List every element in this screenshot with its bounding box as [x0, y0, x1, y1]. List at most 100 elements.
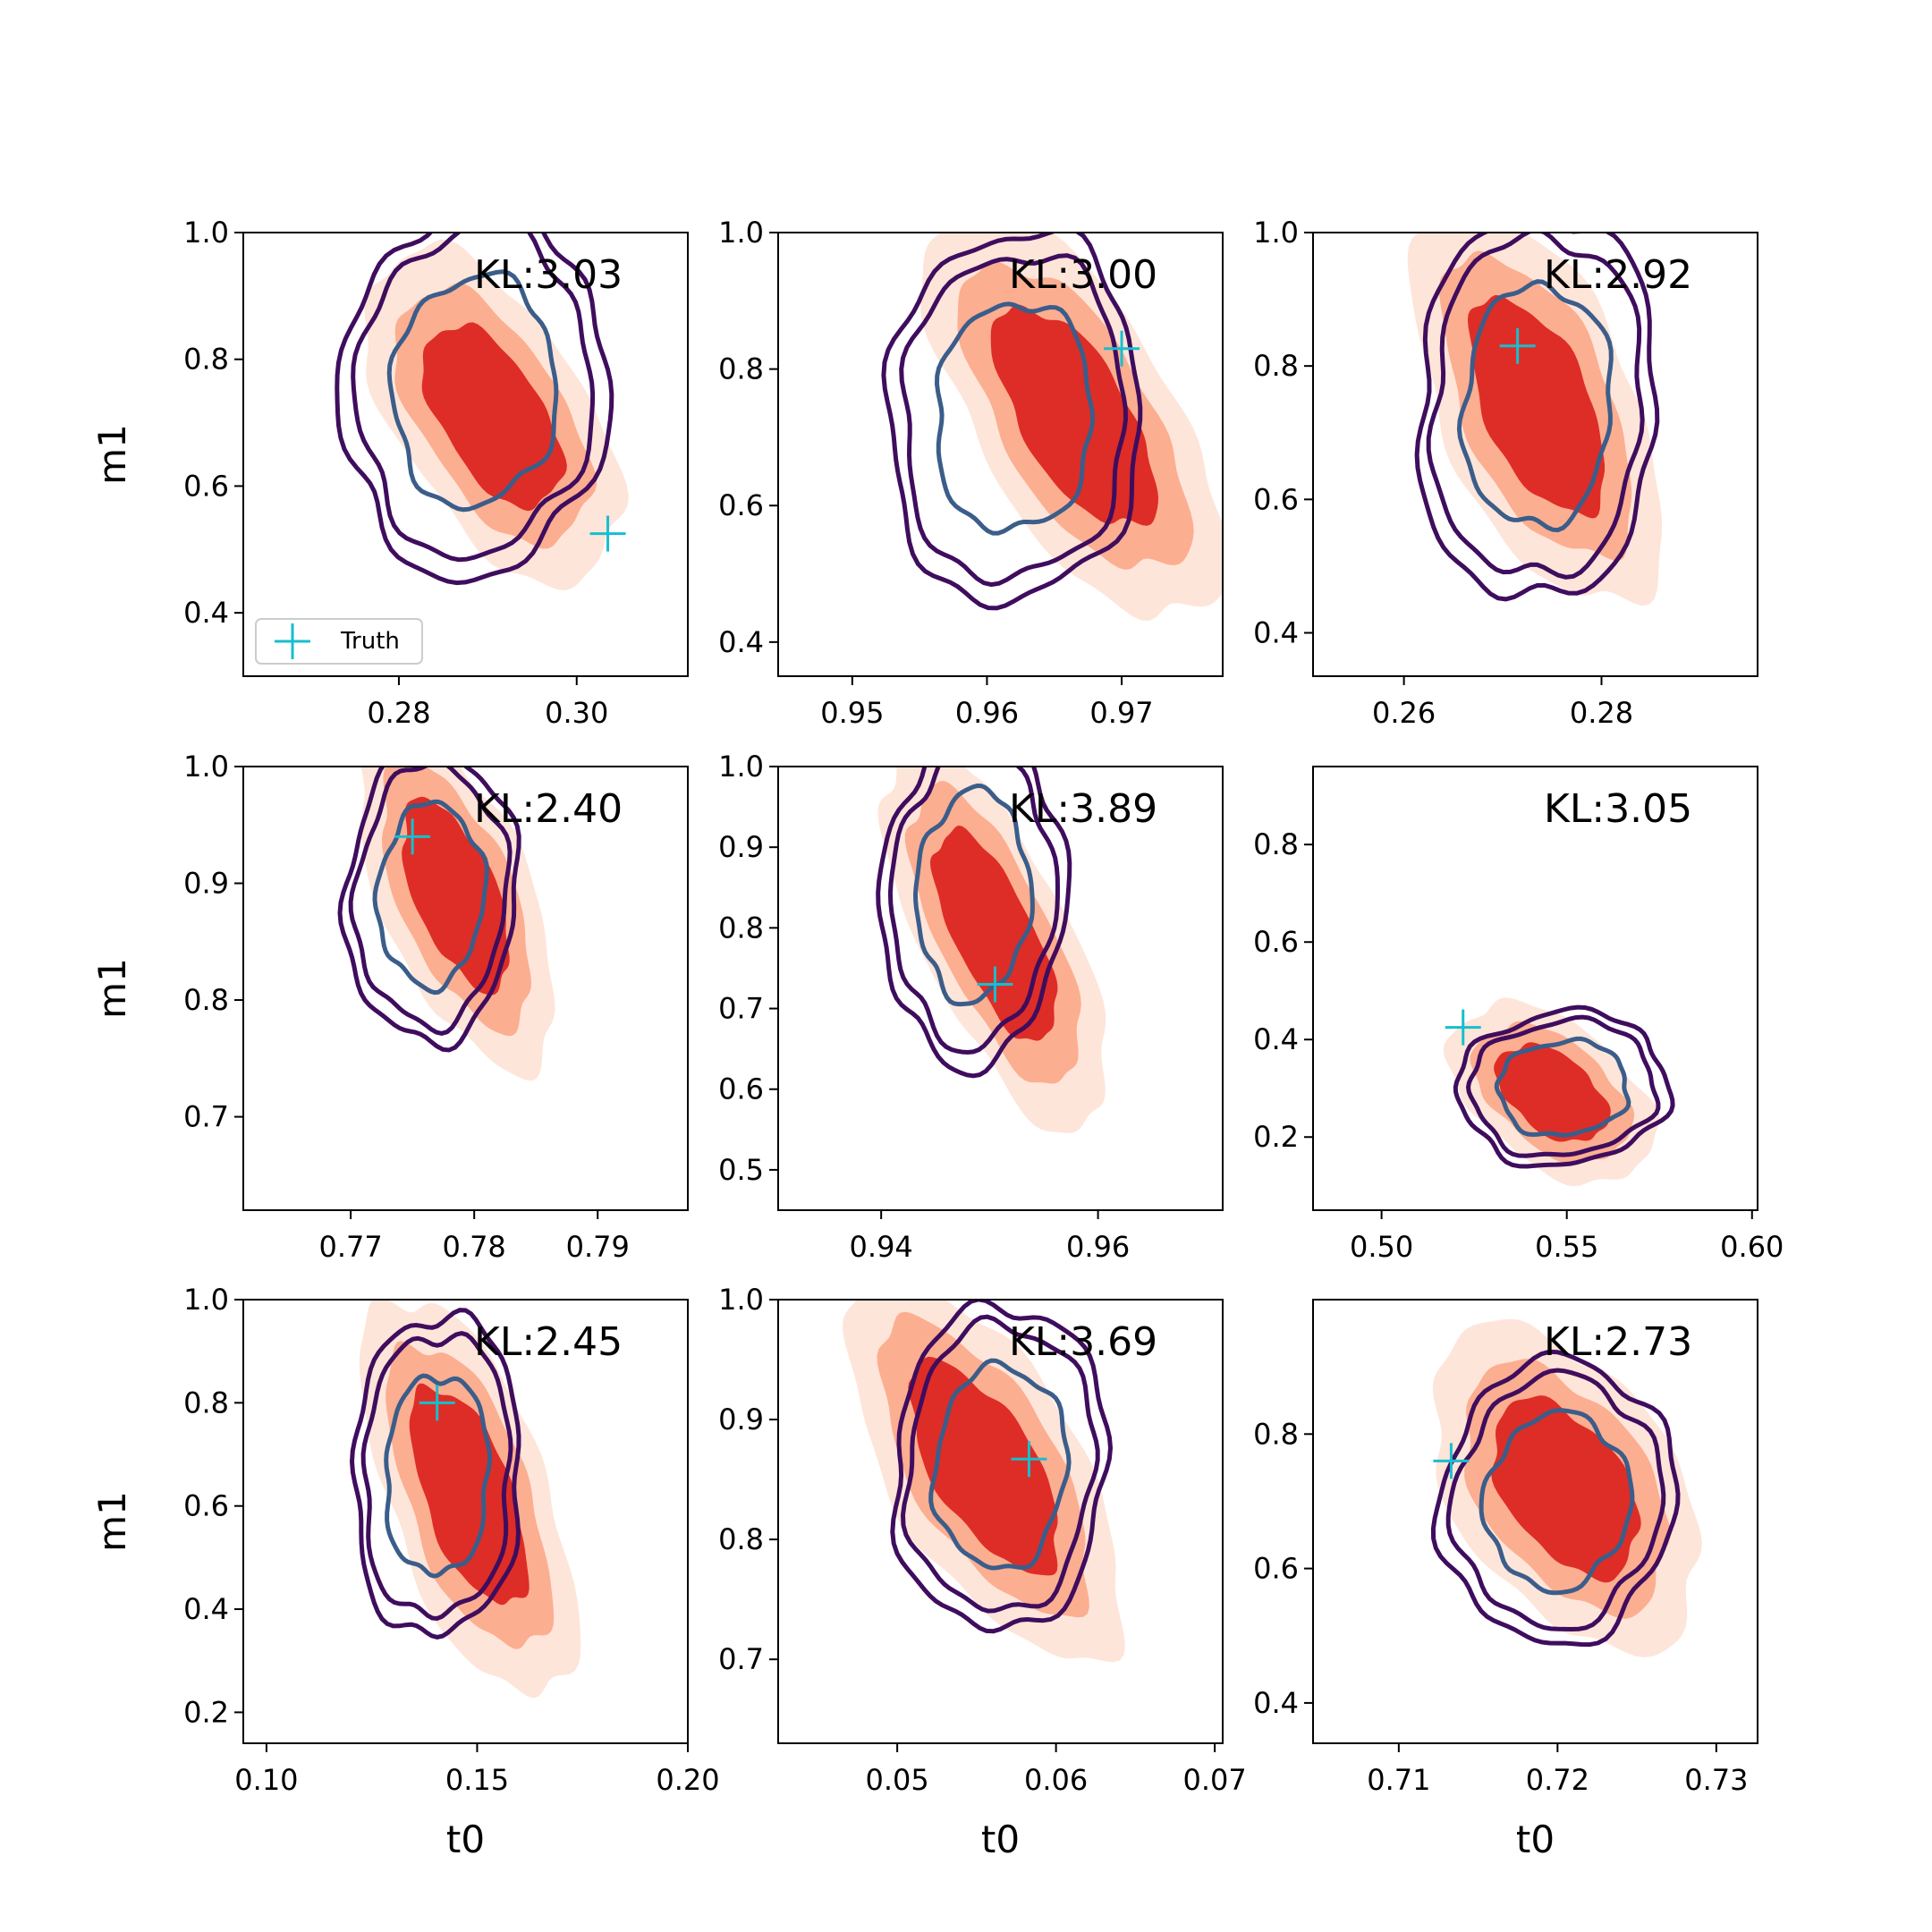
plot-area — [1430, 1318, 1702, 1657]
axes-frame — [777, 766, 1224, 1211]
x-tick-label: 0.96 — [1066, 1230, 1130, 1264]
density-fill-level — [402, 796, 510, 996]
contour-line — [1456, 279, 1614, 533]
y-tick-label: 0.9 — [718, 1402, 764, 1436]
x-tick-label: 0.60 — [1720, 1230, 1784, 1264]
y-tick-label: 0.9 — [718, 830, 764, 864]
density-fill-level — [1494, 1042, 1611, 1142]
truth-marker — [1011, 1441, 1047, 1478]
subplot-panel: 0.50 0.55 0.60 0.2 0.4 0.6 0.8 KL:3.05 — [1253, 766, 1784, 1264]
x-tick-label: 0.06 — [1024, 1763, 1088, 1797]
y-tick-label: 0.8 — [1253, 1417, 1299, 1451]
contour-line — [386, 269, 559, 513]
y-tick-label: 0.8 — [183, 1385, 229, 1419]
y-tick-label: 0.6 — [718, 1072, 764, 1106]
contour-line — [349, 1308, 521, 1640]
truth-marker — [589, 515, 626, 552]
y-tick-label: 0.6 — [183, 1489, 229, 1523]
axes-frame — [777, 232, 1224, 677]
y-tick-label: 0.8 — [718, 352, 764, 386]
contour-line — [1494, 1036, 1631, 1138]
contour-line — [1445, 1368, 1666, 1632]
x-tick-label: 0.28 — [367, 696, 430, 730]
plot-area — [881, 233, 1223, 621]
y-tick-label: 0.6 — [1253, 1552, 1299, 1586]
y-tick-label: 1.0 — [718, 750, 764, 784]
y-tick-label: 0.4 — [1253, 1686, 1299, 1720]
plot-area — [1407, 233, 1663, 606]
plot-area — [349, 1300, 581, 1699]
x-tick-label: 0.50 — [1350, 1230, 1413, 1264]
kl-annotation: KL:2.92 — [1544, 252, 1692, 298]
y-tick-label: 0.8 — [718, 911, 764, 945]
density-fill-level — [409, 1383, 530, 1606]
contour-line — [928, 1358, 1072, 1571]
contour-line — [1479, 1408, 1635, 1596]
x-tick-label: 0.28 — [1570, 696, 1633, 730]
y-tick-label: 0.4 — [183, 1592, 229, 1626]
y-tick-label: 0.4 — [1253, 616, 1299, 650]
axes-frame — [777, 1299, 1224, 1744]
density-fill-level — [421, 322, 567, 512]
contour-line — [881, 233, 1143, 611]
subplot-panel: 0.94 0.96 0.5 0.6 0.7 0.8 0.9 1.0 KL:3.89 — [718, 750, 1224, 1264]
contour-line — [351, 233, 596, 563]
x-tick-label: 0.30 — [545, 696, 608, 730]
kl-annotation: KL:3.05 — [1544, 786, 1692, 832]
y-tick-label: 1.0 — [718, 1283, 764, 1317]
x-tick-label: 0.26 — [1372, 696, 1436, 730]
y-tick-label: 0.6 — [1253, 482, 1299, 516]
y-tick-label: 1.0 — [183, 1283, 229, 1317]
x-tick-label: 0.15 — [445, 1763, 509, 1797]
contour-line — [335, 233, 614, 586]
y-tick-label: 0.7 — [718, 992, 764, 1026]
contour-line — [384, 1373, 493, 1579]
density-fill-level — [908, 1356, 1058, 1576]
kl-annotation: KL:3.00 — [1009, 252, 1157, 298]
subplot-panel: 0.10 0.15 0.20 0.2 0.4 0.6 0.8 1.0 KL:2.45 m1 t0 — [90, 1283, 720, 1861]
axes-frame — [242, 766, 689, 1211]
x-axis-label: t0 — [1516, 1818, 1555, 1861]
subplot-panel: 0.95 0.96 0.97 0.4 0.6 0.8 1.0 KL:3.00 — [718, 216, 1224, 730]
y-tick-label: 1.0 — [1253, 216, 1299, 250]
axes-frame — [1312, 766, 1758, 1211]
x-tick-label: 0.77 — [318, 1230, 382, 1264]
contour-line — [1465, 1014, 1661, 1158]
contour-line — [372, 799, 489, 996]
x-tick-label: 0.72 — [1526, 1763, 1589, 1797]
kl-annotation: KL:2.45 — [474, 1319, 623, 1365]
x-tick-label: 0.05 — [866, 1763, 929, 1797]
y-tick-label: 0.6 — [718, 488, 764, 522]
x-tick-label: 0.73 — [1684, 1763, 1748, 1797]
y-tick-label: 0.5 — [718, 1153, 764, 1187]
contour-line — [876, 767, 1072, 1079]
x-tick-label: 0.78 — [443, 1230, 506, 1264]
contour-line — [899, 253, 1129, 588]
y-axis-label: m1 — [90, 1491, 134, 1552]
contour-line — [900, 1314, 1100, 1614]
contour-line — [348, 767, 513, 1036]
y-tick-label: 0.8 — [1253, 827, 1299, 861]
y-tick-label: 0.2 — [1253, 1120, 1299, 1154]
y-tick-label: 1.0 — [183, 750, 229, 784]
y-tick-label: 0.4 — [183, 596, 229, 630]
contour-line — [934, 301, 1096, 536]
y-tick-label: 0.6 — [183, 469, 229, 503]
truth-marker — [977, 966, 1013, 1003]
contour-line — [1453, 1004, 1675, 1169]
y-tick-label: 0.4 — [718, 625, 764, 659]
kl-annotation: KL:3.89 — [1009, 786, 1157, 832]
kl-annotation: KL:2.73 — [1544, 1319, 1692, 1365]
x-tick-label: 0.55 — [1535, 1230, 1598, 1264]
contour-line — [912, 783, 1035, 1007]
axes-frame — [1312, 232, 1758, 677]
plot-area — [337, 767, 555, 1081]
x-tick-label: 0.07 — [1183, 1763, 1247, 1797]
kl-annotation: KL:3.69 — [1009, 1319, 1157, 1365]
x-tick-label: 0.20 — [656, 1763, 719, 1797]
subplot-panel: 0.71 0.72 0.73 0.4 0.6 0.8 KL:2.73 t0 — [1253, 1299, 1758, 1861]
x-axis-label: t0 — [981, 1818, 1020, 1861]
y-tick-label: 0.8 — [1253, 349, 1299, 383]
contour-line — [337, 767, 521, 1053]
contour-line — [1414, 233, 1660, 602]
